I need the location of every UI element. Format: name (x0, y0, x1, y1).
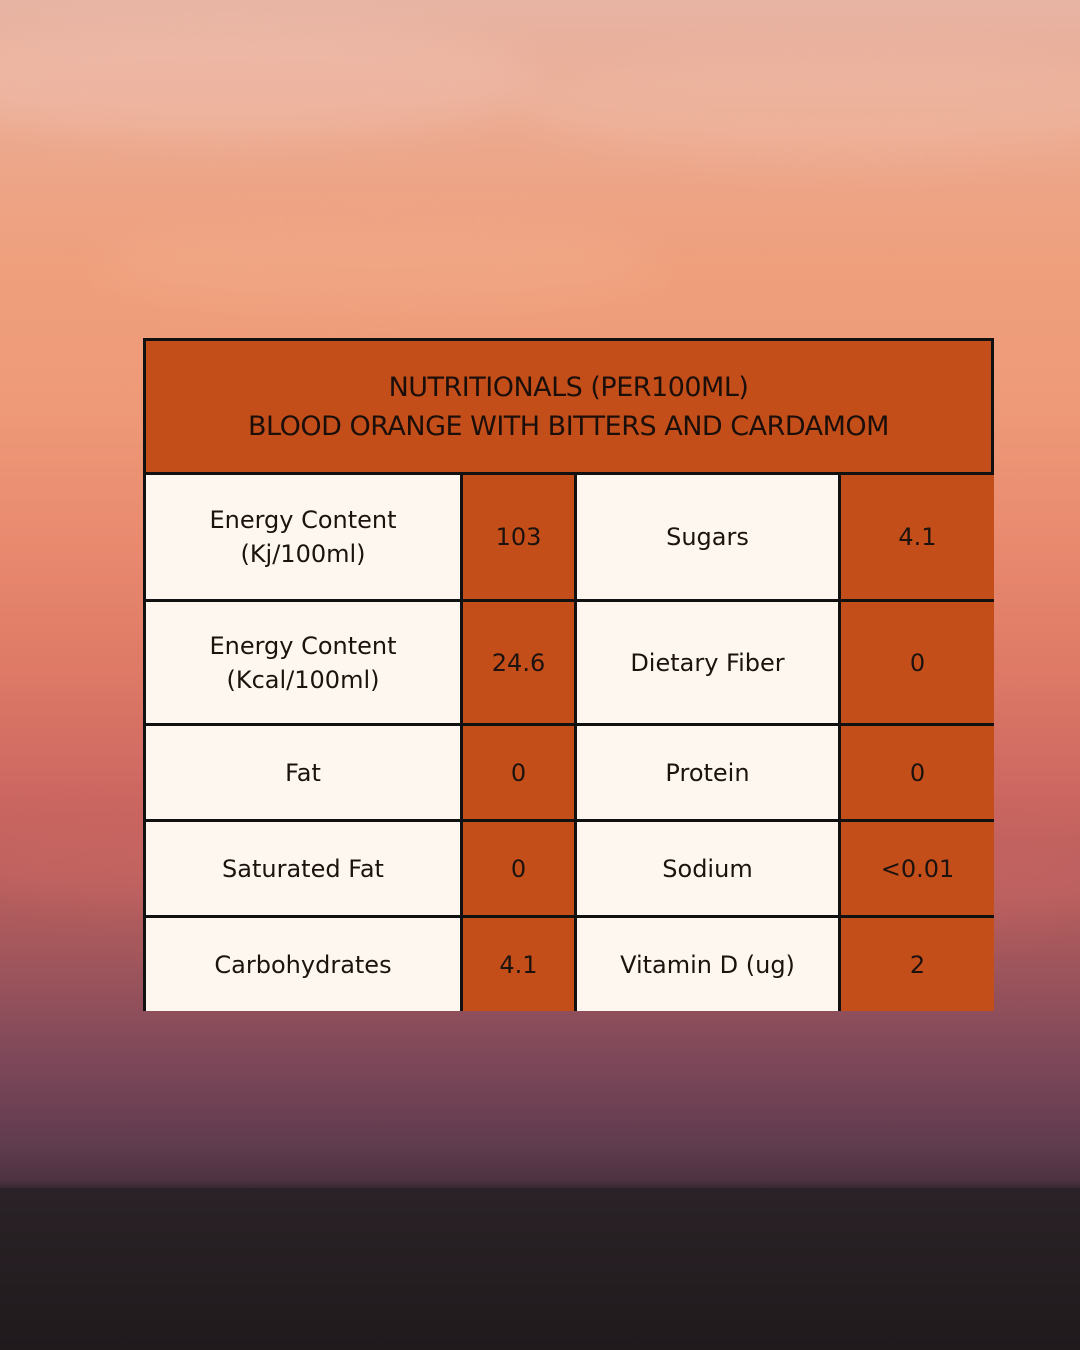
nutrient-value: 4.1 (463, 918, 574, 1011)
dark-ground-horizon (0, 1188, 1080, 1350)
nutrient-label: Saturated Fat (146, 822, 460, 915)
nutrient-value: 103 (463, 475, 574, 599)
nutrient-value: 4.1 (841, 475, 994, 599)
nutrient-value: 24.6 (463, 602, 574, 723)
table-title-line-1: NUTRITIONALS (PER100ML) (388, 371, 749, 403)
nutrient-label-line-2: (Kj/100ml) (240, 540, 366, 568)
nutrient-label: Sodium (577, 822, 838, 915)
nutrient-label: Energy Content (Kcal/100ml) (146, 602, 460, 723)
nutrient-label: Sugars (577, 475, 838, 599)
nutrition-table: NUTRITIONALS (PER100ML) BLOOD ORANGE WIT… (143, 338, 994, 1011)
cloud-shape (520, 50, 1080, 160)
nutrient-value: 0 (841, 726, 994, 819)
nutrient-label-line-1: Energy Content (209, 631, 397, 660)
nutrition-grid: Energy Content (Kj/100ml) 103 Sugars 4.1… (146, 475, 994, 1011)
nutrient-value: 0 (463, 726, 574, 819)
nutrient-label: Fat (146, 726, 460, 819)
nutrient-value: 0 (841, 602, 994, 723)
nutrient-value: 0 (463, 822, 574, 915)
nutrient-label-line-2: (Kcal/100ml) (226, 665, 380, 694)
nutrient-label: Protein (577, 726, 838, 819)
cloud-shape (0, 20, 540, 140)
nutrient-label: Dietary Fiber (577, 602, 838, 723)
nutrient-label: Carbohydrates (146, 918, 460, 1011)
table-header: NUTRITIONALS (PER100ML) BLOOD ORANGE WIT… (146, 341, 991, 472)
nutrient-label: Energy Content (Kj/100ml) (146, 475, 460, 599)
cloud-shape (100, 220, 660, 310)
nutrient-value: 2 (841, 918, 994, 1011)
nutrient-label: Vitamin D (ug) (577, 918, 838, 1011)
table-title-line-2: BLOOD ORANGE WITH BITTERS AND CARDAMOM (248, 410, 889, 442)
nutrient-label-line-1: Energy Content (209, 506, 397, 534)
nutrient-value: <0.01 (841, 822, 994, 915)
